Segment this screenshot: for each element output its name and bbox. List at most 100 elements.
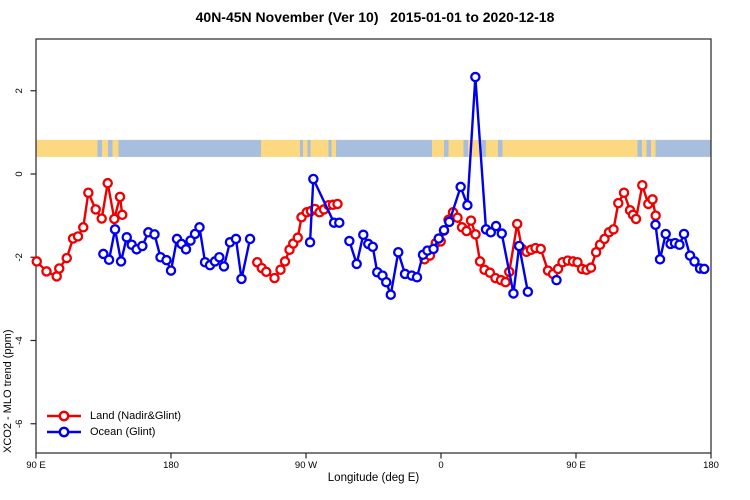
land-series-point <box>54 263 65 274</box>
map-strip-land-segment <box>36 139 98 157</box>
land-series-point <box>31 256 43 267</box>
x-tick-label: 180 <box>703 460 719 471</box>
x-tick-label: 90 E <box>26 460 46 471</box>
map-strip-ocean-segment <box>463 139 468 157</box>
chart-title: 40N-45N November (Ver 10) 2015-01-01 to … <box>195 9 555 25</box>
ocean-series-point <box>650 219 661 231</box>
map-strip-land-segment <box>432 139 444 157</box>
ocean-series-point <box>428 243 439 255</box>
land-series-point <box>275 264 286 275</box>
ocean-series-point <box>380 276 392 288</box>
ocean-series-point <box>678 228 690 240</box>
ocean-series-point <box>161 254 172 266</box>
map-strip-ocean-segment <box>498 139 503 157</box>
land-series-point <box>585 262 597 273</box>
legend-item-ocean: Ocean (Glint) <box>46 424 181 440</box>
ocean-series-point <box>660 228 671 240</box>
land-series-point <box>90 204 101 215</box>
land-series-point <box>511 218 523 230</box>
ocean-series-point <box>490 220 502 232</box>
land-series-point <box>332 198 343 210</box>
x-axis-label: Longitude (deg E) <box>327 472 420 484</box>
ocean-series-point <box>367 241 378 253</box>
land-series-point <box>613 197 624 209</box>
ocean-series-point <box>180 244 192 255</box>
legend: Land (Nadir&Glint) Ocean (Glint) <box>46 408 181 440</box>
land-series-legend-icon <box>47 410 81 422</box>
ocean-series-point <box>344 235 355 247</box>
land-series-point <box>470 229 481 240</box>
ocean-series-point <box>496 228 507 239</box>
ocean-series-point <box>689 256 700 267</box>
legend-item-land: Land (Nadir&Glint) <box>46 408 181 424</box>
ocean-series-point <box>522 286 534 298</box>
y-tick-label: 2 <box>14 88 25 93</box>
ocean-series-point <box>109 224 121 235</box>
ocean-series-point <box>236 273 247 285</box>
x-tick-label: 0 <box>438 460 443 471</box>
land-series-point <box>41 266 52 277</box>
ocean-series-point <box>308 173 319 185</box>
map-strip-ocean-segment <box>637 139 642 157</box>
ocean-series-point <box>392 247 404 258</box>
y-axis-label: XCO2 - MLO trend (ppm) <box>2 329 14 453</box>
map-strip-land-segment <box>486 139 498 157</box>
map-strip-ocean-segment <box>307 139 311 157</box>
land-series-point <box>461 225 472 237</box>
map-strip-ocean-segment <box>444 139 449 157</box>
plot-box <box>35 38 712 454</box>
land-series-point <box>465 215 477 226</box>
map-strip-land-segment <box>102 139 108 157</box>
ocean-series-point <box>194 222 205 233</box>
y-tick-label: -4 <box>14 336 25 344</box>
map-strip-ocean-segment <box>336 139 432 157</box>
ocean-series-point <box>443 216 455 228</box>
map-strip-land-segment <box>303 139 308 157</box>
ocean-series-point <box>137 240 148 252</box>
map-strip-ocean-segment <box>646 139 651 157</box>
land-series-point <box>452 212 463 223</box>
y-tick-label: -6 <box>14 420 25 428</box>
legend-label-land: Land (Nadir&Glint) <box>90 410 182 422</box>
land-series-point <box>117 209 128 221</box>
map-strip-ocean-segment <box>655 139 711 157</box>
ocean-series-point <box>121 232 133 243</box>
map-strip-land-segment <box>651 139 656 157</box>
map-strip-ocean-segment <box>108 139 113 157</box>
land-series-point <box>535 243 547 255</box>
map-strip-land-segment <box>642 139 647 157</box>
map-strip-ocean-segment <box>300 139 303 157</box>
y-tick-label: 0 <box>14 171 25 176</box>
ocean-series-point <box>358 229 369 241</box>
land-series-point <box>647 194 658 205</box>
ocean-series-point <box>455 181 466 193</box>
ocean-series-legend-icon <box>47 426 81 438</box>
map-strip-land-segment <box>310 139 329 157</box>
land-series-point <box>650 210 661 221</box>
ocean-series-point <box>115 256 127 267</box>
land-series-point <box>72 231 84 242</box>
ocean-series-point <box>654 254 666 265</box>
land-series-point <box>474 256 486 267</box>
ocean-series-point <box>513 240 525 252</box>
land-series-point <box>114 191 126 203</box>
ocean-series-point <box>214 251 225 263</box>
ocean-series-point <box>385 289 396 300</box>
land-series-point <box>500 276 511 288</box>
land-series-point <box>630 213 642 225</box>
ocean-series-point <box>462 199 473 211</box>
ocean-series-line <box>348 75 530 296</box>
ocean-series-point <box>470 71 481 83</box>
x-tick-label: 90 W <box>295 460 317 471</box>
ocean-series-point <box>433 233 444 244</box>
x-tick-label: 180 <box>163 460 179 471</box>
ocean-series-point <box>699 263 710 275</box>
land-series-point <box>279 256 291 267</box>
ocean-series-point <box>103 254 115 265</box>
ocean-series-point <box>674 239 685 251</box>
land-series-point <box>109 213 120 225</box>
map-strip-land-segment <box>331 139 336 157</box>
ocean-series-point <box>438 224 450 236</box>
x-tick-label: 90 E <box>566 460 586 471</box>
